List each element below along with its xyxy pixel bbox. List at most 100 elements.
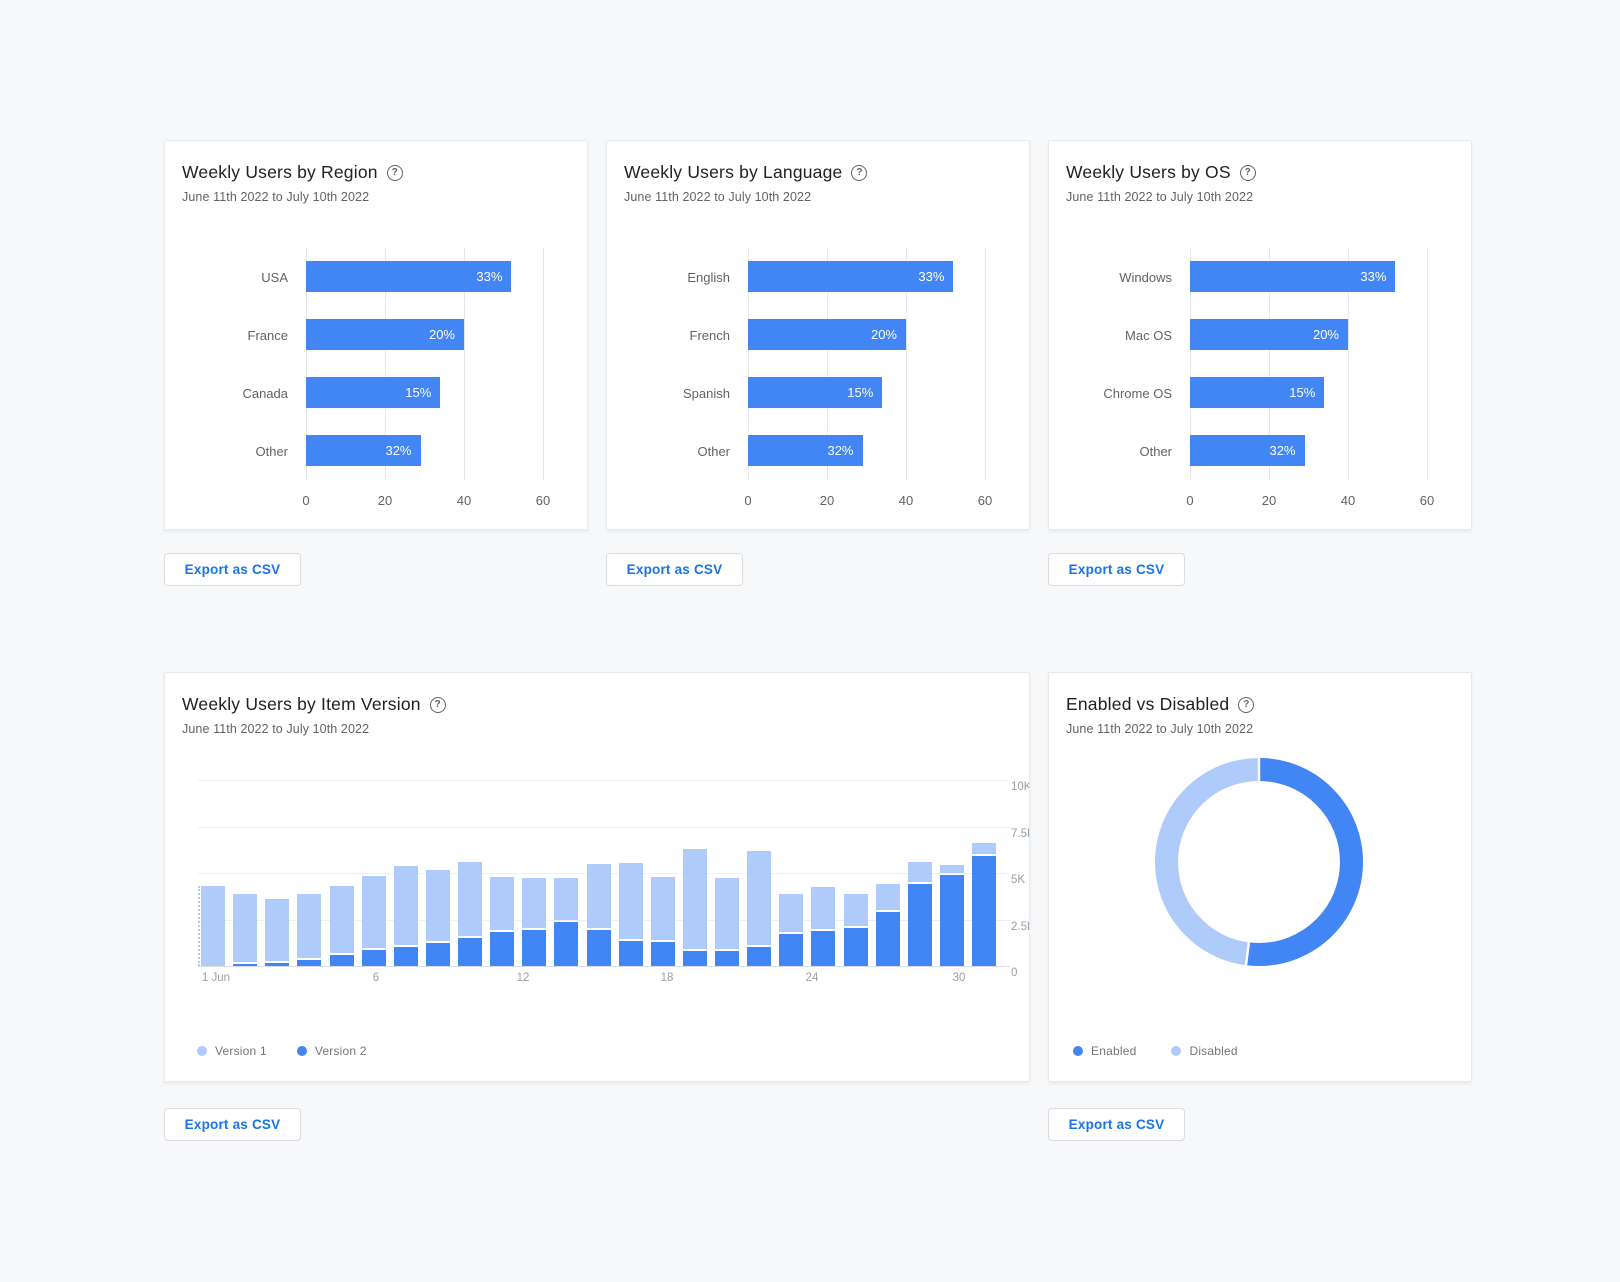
stacked-bar <box>329 886 354 966</box>
bar: 15% <box>1190 377 1325 408</box>
x-axis-tick-label: 1 Jun <box>201 972 231 984</box>
version-2-segment <box>682 951 707 966</box>
bar-row: 15% <box>1190 364 1427 422</box>
gridline <box>1269 248 1270 480</box>
enabled-dot-icon <box>1073 1046 1083 1056</box>
item-version-legend: Version 1 Version 2 <box>197 1044 367 1058</box>
legend-item-disabled: Disabled <box>1171 1044 1238 1058</box>
version-1-segment <box>779 893 804 932</box>
legend-item-version-2: Version 2 <box>296 1044 367 1058</box>
y-axis-dashes <box>198 886 200 966</box>
y-axis-tick-label: 5K <box>1011 874 1026 886</box>
export-csv-button-item-version[interactable]: Export as CSV <box>164 1108 301 1141</box>
stacked-bar <box>554 877 579 966</box>
export-csv-button-enabled-disabled[interactable]: Export as CSV <box>1048 1108 1185 1141</box>
stacked-bar <box>747 850 772 966</box>
bar-row: 20% <box>306 306 543 364</box>
bar-value-label: 33% <box>918 269 945 284</box>
help-icon[interactable]: ? <box>1238 696 1255 713</box>
bar-value-label: 33% <box>476 269 503 284</box>
category-label: France <box>247 327 288 343</box>
version-2-segment <box>361 950 386 966</box>
axis-tick-label: 60 <box>1419 493 1435 508</box>
gridline <box>985 248 986 480</box>
date-range-subtitle: June 11th 2022 to July 10th 2022 <box>182 190 370 204</box>
version-2-segment <box>490 931 515 966</box>
x-axis-tick-label: 24 <box>805 972 819 984</box>
bar: 33% <box>748 261 954 292</box>
date-range-subtitle: June 11th 2022 to July 10th 2022 <box>182 722 370 736</box>
version-2-segment <box>329 954 354 966</box>
help-icon[interactable]: ? <box>386 164 403 181</box>
donut-separator <box>1244 940 1251 966</box>
value-axis-ticks: 0 20 40 60 <box>744 493 992 509</box>
stacked-bar <box>682 848 707 966</box>
card-header: Weekly Users by OS ? June 11th 2022 to J… <box>1049 141 1471 204</box>
y-axis-tick-label: 10K <box>1011 781 1030 793</box>
version-1-segment <box>490 876 515 930</box>
version-1-segment <box>458 861 482 937</box>
gridline <box>1348 248 1349 480</box>
help-icon[interactable]: ? <box>851 164 868 181</box>
version-2-segment <box>715 951 739 966</box>
gridline <box>198 780 1010 781</box>
help-icon[interactable]: ? <box>1239 164 1256 181</box>
stacked-bar <box>297 893 322 966</box>
gridline <box>1190 248 1191 480</box>
version-2-segment <box>811 930 836 966</box>
category-axis-labels: USA France Canada Other <box>165 248 306 509</box>
bar-value-label: 33% <box>1360 269 1387 284</box>
bar-row: 20% <box>1190 306 1427 364</box>
stacked-bar <box>650 876 675 966</box>
disabled-dot-icon <box>1171 1046 1182 1056</box>
export-csv-button-os[interactable]: Export as CSV <box>1048 553 1185 586</box>
stacked-bar <box>939 864 964 966</box>
version-2-segment <box>907 884 932 966</box>
gridline <box>748 248 749 480</box>
version-1-segment <box>393 865 418 946</box>
version-2-dot-icon <box>296 1046 307 1056</box>
bar-row: 15% <box>748 364 985 422</box>
bar-value-label: 15% <box>847 385 874 400</box>
x-axis-tick-label: 18 <box>660 972 674 984</box>
version-1-segment <box>747 850 772 946</box>
y-axis-tick-label: 2.5K <box>1011 920 1029 933</box>
category-label: Windows <box>1119 269 1172 285</box>
axis-tick-label: 0 <box>302 493 310 508</box>
bar-row: 32% <box>748 422 985 480</box>
export-csv-button-language[interactable]: Export as CSV <box>606 553 743 586</box>
bar: 32% <box>1190 435 1305 466</box>
stacked-bar <box>907 861 932 966</box>
category-label: Spanish <box>683 385 730 401</box>
version-1-segment <box>618 862 643 939</box>
version-1-segment <box>554 877 579 921</box>
help-icon[interactable]: ? <box>429 696 446 713</box>
version-1-segment <box>715 877 739 950</box>
gridline <box>385 248 386 480</box>
version-1-segment <box>329 886 354 953</box>
bar: 15% <box>306 377 441 408</box>
export-csv-button-region[interactable]: Export as CSV <box>164 553 301 586</box>
version-1-segment <box>843 893 868 926</box>
bar-row: 33% <box>748 248 985 306</box>
stacked-bar <box>265 899 290 966</box>
version-1-segment <box>201 886 225 966</box>
version-1-segment <box>811 887 836 929</box>
card-weekly-users-by-item-version: Weekly Users by Item Version ? June 11th… <box>164 672 1030 1082</box>
version-2-segment <box>233 964 258 966</box>
category-axis-labels: English French Spanish Other <box>607 248 748 509</box>
version-1-dot-icon <box>197 1046 207 1056</box>
axis-tick-label: 40 <box>898 493 914 508</box>
stacked-bar <box>522 877 547 966</box>
x-axis-tick-label: 30 <box>952 972 966 984</box>
gridline <box>827 248 828 480</box>
version-1-segment <box>361 875 386 949</box>
card-title: Weekly Users by OS <box>1066 162 1231 182</box>
bar-value-label: 32% <box>385 443 412 458</box>
version-1-segment <box>233 893 258 963</box>
stacked-bar <box>811 887 836 966</box>
version-1-segment <box>650 876 675 940</box>
bar-row: 33% <box>1190 248 1427 306</box>
bar: 15% <box>748 377 883 408</box>
version-2-segment <box>522 929 547 966</box>
